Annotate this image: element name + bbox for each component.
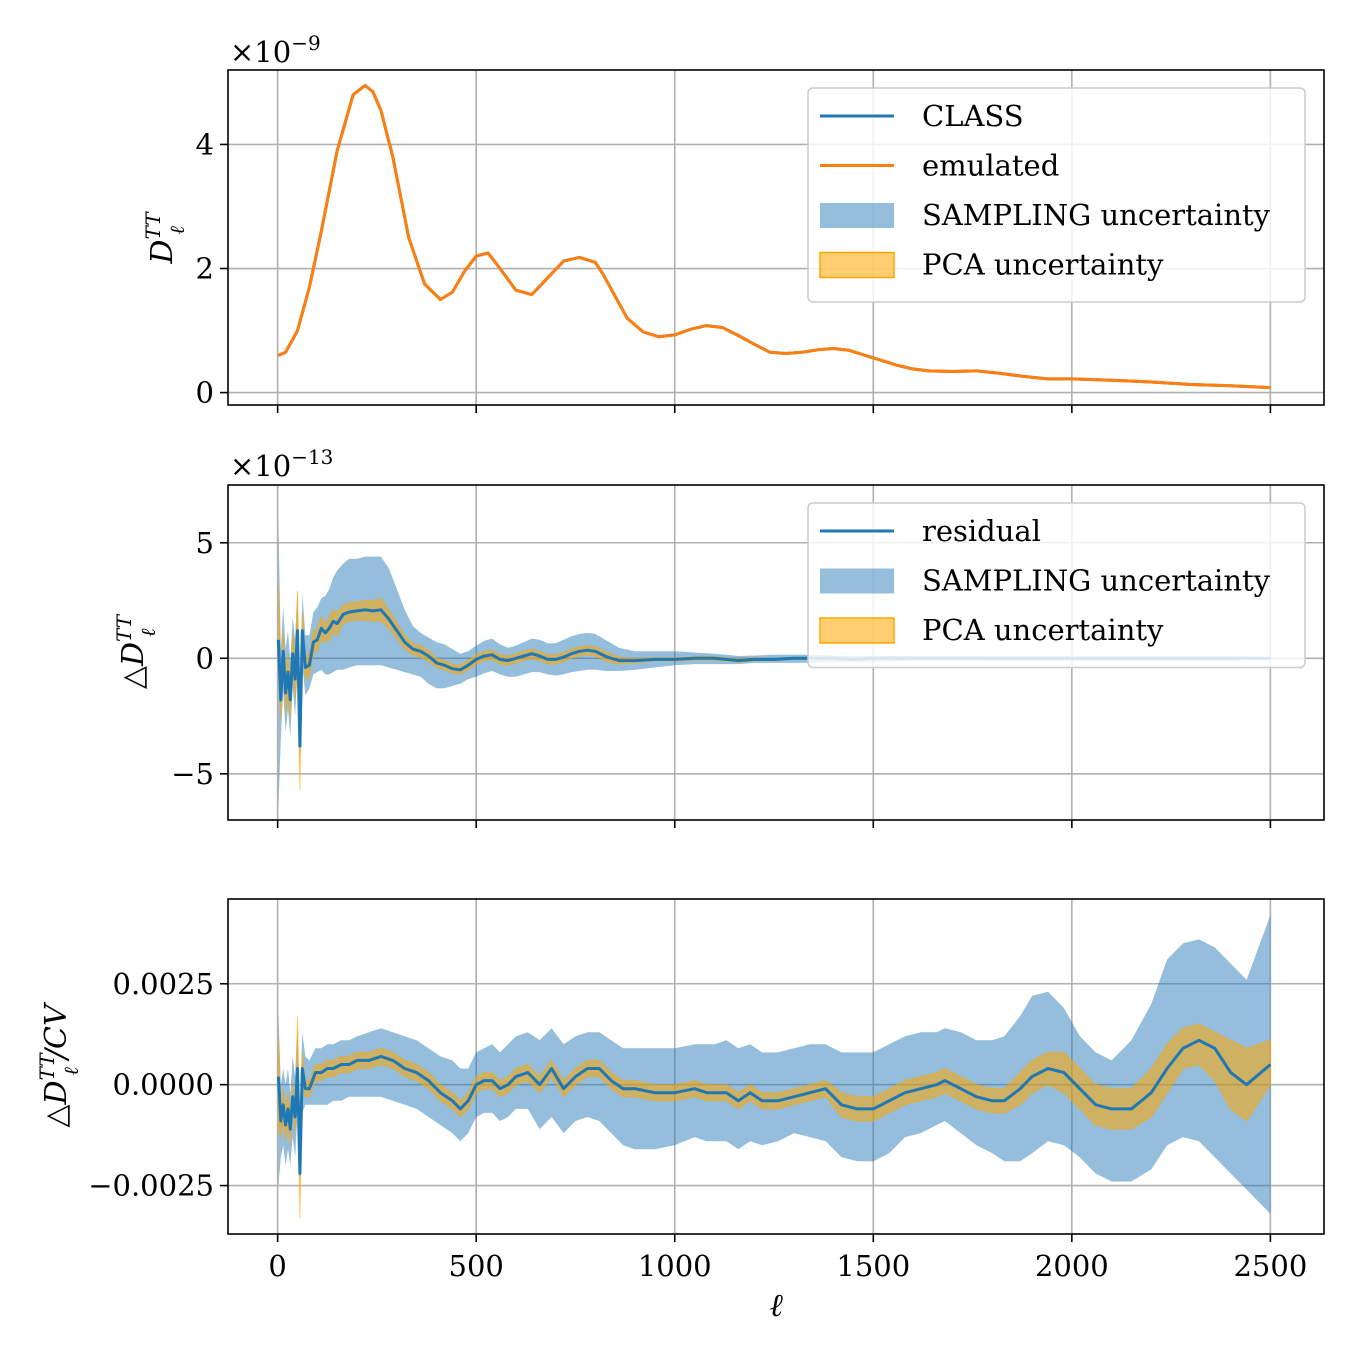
middle-ylabel: △DTTℓ (112, 613, 160, 689)
legend-label: PCA uncertainty (922, 613, 1164, 647)
legend-label: SAMPLING uncertainty (922, 198, 1271, 232)
legend-swatch-patch (820, 203, 894, 228)
legend-label: residual (922, 514, 1041, 548)
y-tick-label: 0.0025 (113, 967, 214, 1001)
y-tick-label: −0.0025 (88, 1169, 214, 1203)
bottom-axes-frame (227, 898, 1325, 1235)
legend-swatch-patch (820, 568, 894, 594)
y-tick-label: −5 (171, 757, 214, 791)
x-tick-label: 2500 (1233, 1249, 1307, 1283)
legend-box (807, 502, 1306, 669)
y-tick-label: 5 (196, 526, 214, 560)
x-tick-label: 500 (449, 1249, 504, 1283)
legend-swatch-patch (819, 251, 895, 279)
x-tick-label: 1000 (638, 1249, 712, 1283)
middle-legend: residual SAMPLING uncertainty PCA uncertai… (807, 502, 1306, 669)
bottom-plot-area (276, 915, 1272, 1218)
x-tick-label: 0 (268, 1249, 286, 1283)
top-axes-frame (227, 69, 1325, 406)
middle-multiplier: ×10−13 (230, 445, 333, 483)
legend-label: emulated (922, 149, 1059, 183)
bottom-ylabel: △DTTℓ/CV (35, 1001, 83, 1128)
pca-uncertainty-band (277, 1015, 1271, 1218)
y-tick-label: 4 (196, 127, 214, 161)
y-tick-label: 0.0000 (113, 1068, 214, 1102)
top-multiplier: ×10−9 (230, 31, 321, 69)
top-ylabel: DTTℓ (141, 211, 189, 265)
legend-label: SAMPLING uncertainty (922, 564, 1271, 598)
residual-line (276, 1038, 1272, 1175)
panel-middle: −5 0 5 ×10−13 △DTTℓ residual SAMPLING uncer… (112, 445, 1325, 828)
x-tick-label: 2000 (1035, 1249, 1109, 1283)
middle-axes-frame (227, 484, 1325, 821)
panel-bottom: 0 500 1000 1500 2000 2500−0.00250.00000.0025 … (35, 898, 1325, 1324)
legend-box (807, 87, 1306, 303)
bottom-ticks: 0 500 1000 1500 2000 2500 −0.0025 0.0000 0.0025 (88, 967, 1307, 1283)
legend-swatch-patch (819, 617, 895, 644)
series-line-emulated (277, 84, 1271, 390)
y-tick-label: 0 (196, 376, 214, 410)
y-tick-label: 0 (196, 641, 214, 675)
top-plot-area (277, 84, 1271, 390)
middle-ticks: −5 0 5 (171, 526, 1272, 828)
top-legend: CLASS emulated SAMPLING uncertainty PCA unc… (807, 87, 1306, 303)
legend-label: PCA uncertainty (922, 248, 1164, 282)
legend-label: CLASS (922, 99, 1024, 133)
x-tick-label: 1500 (836, 1249, 910, 1283)
panel-top: 0 2 4 ×10−9 DTTℓ CLASS emulated SAMPLING unc… (141, 31, 1325, 413)
top-ticks: 0 2 4 (196, 127, 1272, 413)
sampling-uncertainty-band (278, 915, 1271, 1214)
bottom-xlabel: ℓ (769, 1286, 783, 1324)
y-tick-label: 2 (196, 252, 214, 286)
